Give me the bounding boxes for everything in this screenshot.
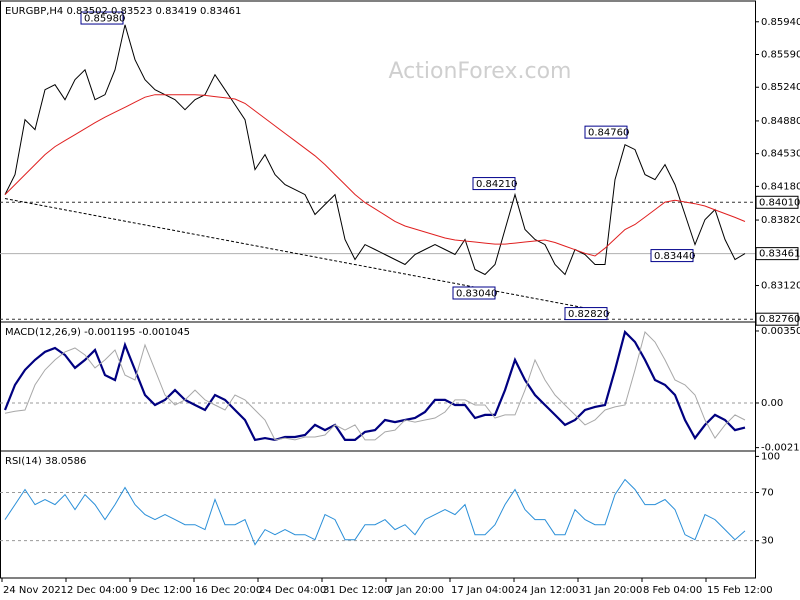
annotation-label: 0.84210 <box>476 179 517 190</box>
level-box <box>755 312 799 326</box>
series-line <box>4 478 746 546</box>
series-line <box>4 24 746 276</box>
y-tick-label: 100 <box>761 451 780 462</box>
level-label: 0.82760 <box>759 314 800 325</box>
panel-title: EURGBP,H4 0.83502 0.83523 0.83419 0.8346… <box>5 6 241 17</box>
annotation-box <box>564 307 608 321</box>
annotation-label: 0.83440 <box>654 251 695 262</box>
annotation-box <box>452 286 496 300</box>
x-tick-label: 15 Feb 12:00 <box>707 585 773 596</box>
y-tick-label: 0.85240 <box>761 82 800 93</box>
level-label: 0.83461 <box>759 249 800 260</box>
watermark: ActionForex.com <box>389 59 572 84</box>
y-tick-label: 0.84530 <box>761 149 800 160</box>
panel-title: MACD(12,26,9) -0.001195 -0.001045 <box>5 327 190 338</box>
y-tick-label: 0.00 <box>761 398 783 409</box>
x-tick-label: 24 Dec 04:00 <box>259 585 326 596</box>
x-tick-label: 24 Nov 2021 <box>3 585 67 596</box>
level-box <box>755 247 799 261</box>
y-tick-label: 30 <box>761 536 774 547</box>
x-tick-label: 9 Dec 12:00 <box>131 585 192 596</box>
series-line <box>4 94 746 257</box>
annotation-box <box>472 177 516 191</box>
annotation-box <box>80 11 124 25</box>
annotation-box <box>584 125 628 139</box>
y-tick-label: 0.83120 <box>761 281 800 292</box>
x-tick-label: 31 Jan 20:00 <box>579 585 642 596</box>
trendline <box>4 198 611 314</box>
series-line <box>3 329 746 442</box>
series-line <box>4 331 746 441</box>
annotation-label: 0.82820 <box>568 309 609 320</box>
x-tick-label: 16 Dec 20:00 <box>195 585 262 596</box>
x-tick-label: 31 Dec 12:00 <box>323 585 390 596</box>
level-box <box>755 195 799 209</box>
level-label: 0.84010 <box>759 197 800 208</box>
y-tick-label: 70 <box>761 488 774 499</box>
annotation-box <box>650 249 694 263</box>
x-tick-label: 8 Feb 04:00 <box>643 585 702 596</box>
x-tick-label: 7 Jan 20:00 <box>387 585 444 596</box>
y-tick-label: 0.84880 <box>761 116 800 127</box>
y-tick-label: -0.002176 <box>761 443 800 454</box>
x-tick-label: 24 Jan 12:00 <box>515 585 578 596</box>
annotation-label: 0.85980 <box>84 14 125 25</box>
y-tick-label: 0.003509 <box>761 326 800 337</box>
x-tick-label: 2 Dec 04:00 <box>67 585 128 596</box>
y-tick-label: 0.83820 <box>761 215 800 226</box>
annotation-label: 0.84760 <box>588 128 629 139</box>
y-tick-label: 0.84180 <box>761 181 800 192</box>
annotation-label: 0.83040 <box>456 289 497 300</box>
y-tick-label: 0.85940 <box>761 17 800 28</box>
panel-frame <box>0 450 756 579</box>
x-tick-label: 17 Jan 04:00 <box>451 585 514 596</box>
y-tick-label: 0.85590 <box>761 50 800 61</box>
panel-title: RSI(14) 38.0586 <box>5 456 86 467</box>
